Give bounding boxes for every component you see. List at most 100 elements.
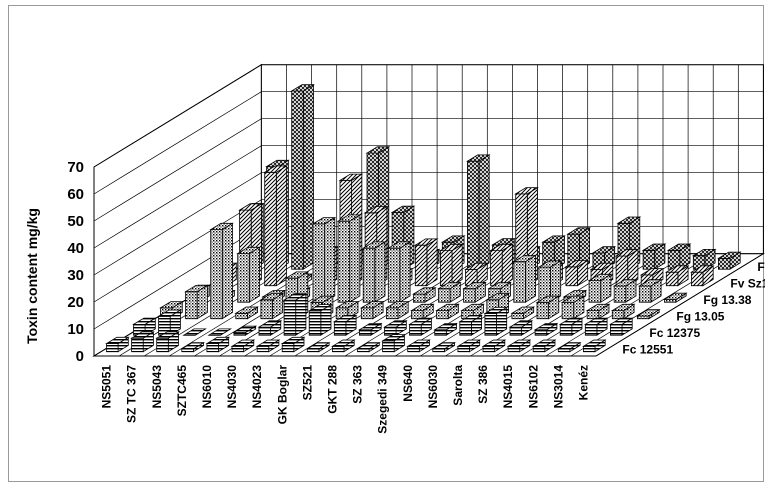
bar-fc-12551-2 [155, 331, 180, 353]
bar-fv-sz1-1--19 [689, 265, 715, 287]
bar-fg-13-38-16 [587, 273, 613, 303]
bar-fg-13-38-6 [336, 214, 362, 303]
bar-fc-12551-17 [531, 339, 557, 353]
bar-fc-12551-12 [406, 339, 431, 353]
bar-fv-18te-9 [465, 154, 491, 270]
category-label: NS4030 [225, 365, 239, 409]
category-label: NS3014 [551, 365, 565, 409]
bar-fg-13-38-9 [411, 287, 437, 303]
y-tick-label: 20 [67, 294, 84, 311]
bar-fg-13-05-4 [259, 292, 285, 320]
bar-fg-13-05-11 [435, 303, 460, 320]
bar-fc-12551-3 [180, 341, 206, 353]
bar-fv-sz1-1--14 [564, 259, 590, 287]
series-label: Fv Sz1.1. [730, 276, 765, 290]
bar-fg-13-38-7 [361, 241, 387, 303]
bar-fv-18te-2 [290, 83, 315, 270]
category-label: Sarolta [451, 365, 465, 406]
y-tick-label: 60 [67, 186, 84, 203]
bar-fc-12551-18 [556, 341, 582, 353]
category-label: Kenéz [577, 365, 591, 400]
bar-fc-12375-3 [207, 328, 233, 336]
category-label: SZ 386 [476, 365, 490, 404]
bar-chart-3d: 0 10 20 30 40 50 60 70 Toxin content mg/kg NS5051… [24, 63, 765, 434]
bar-fg-13-05-3 [234, 306, 260, 320]
y-axis-label: Toxin content mg/kg [24, 208, 40, 344]
series-label: Fg 13.38 [703, 293, 751, 307]
bar-fg-13-05-18 [610, 303, 636, 320]
category-label: GKT 288 [326, 365, 340, 414]
y-tick-label: 0 [76, 348, 84, 365]
bar-fc-12551-19 [581, 339, 607, 353]
bar-fv-sz1-1--11 [489, 243, 514, 287]
bar-fc-12375-17 [558, 317, 584, 336]
bar-fc-12551-5 [230, 339, 256, 353]
bar-fg-13-38-18 [637, 278, 663, 303]
category-label: Szegedi 349 [376, 365, 390, 434]
category-label: SZ TC 367 [125, 365, 139, 423]
bar-fg-13-38-17 [612, 278, 638, 303]
bar-fc-12551-1 [130, 331, 155, 353]
bar-fc-12375-13 [458, 314, 484, 336]
bar-fg-13-05-2 [209, 222, 234, 320]
chart-bars [105, 83, 742, 353]
series-label: Fc 12375 [649, 326, 700, 340]
bar-fc-12375-7 [307, 303, 333, 336]
bar-fc-12551-9 [330, 339, 356, 353]
category-label: NS5051 [100, 365, 114, 409]
bar-fv-sz1-1--8 [413, 238, 439, 287]
bar-fv-18te-16 [641, 243, 667, 270]
series-label: Fv 18TE [757, 260, 765, 274]
bar-fc-12375-2 [182, 328, 207, 336]
bar-fc-12375-16 [533, 322, 559, 336]
bar-fc-12551-13 [431, 341, 457, 353]
bar-fc-12551-8 [305, 341, 331, 353]
bar-fc-12375-14 [483, 306, 509, 336]
category-label: NS4023 [250, 365, 264, 409]
bar-fv-sz1-1--18 [664, 265, 690, 287]
bar-fc-12551-0 [105, 336, 130, 353]
category-label: NS6030 [426, 365, 440, 409]
bar-fc-12375-1 [157, 309, 182, 336]
category-label: NS5043 [150, 365, 164, 409]
y-tick-label: 70 [67, 159, 84, 176]
bar-fv-sz1-1--9 [438, 243, 464, 287]
bar-fg-13-05-19 [635, 308, 661, 320]
bar-fc-12551-4 [205, 336, 231, 353]
bar-fc-12375-8 [332, 314, 358, 336]
bar-fg-13-38-19 [662, 292, 688, 303]
chart-frame: 0 10 20 30 40 50 60 70 Toxin content mg/kg NS5051… [8, 5, 765, 482]
bar-fc-12551-14 [456, 339, 482, 353]
series-label: Fc 12551 [622, 342, 673, 356]
bar-fg-13-38-10 [437, 281, 462, 303]
chart-labels: 0 10 20 30 40 50 60 70 Toxin content mg/kg NS5051… [24, 159, 765, 434]
category-label: NS6102 [526, 365, 540, 409]
bar-fg-13-38-13 [512, 254, 538, 303]
category-label: GK Boglar [275, 365, 289, 425]
bar-fg-13-05-15 [535, 295, 561, 320]
bar-fg-13-05-1 [184, 284, 209, 320]
category-label: NS6010 [200, 365, 214, 409]
bar-fc-12551-10 [356, 341, 381, 353]
bar-fc-12375-4 [232, 325, 258, 336]
bar-fc-12375-19 [608, 317, 634, 336]
bar-fc-12375-11 [408, 317, 433, 336]
bar-fc-12375-15 [508, 320, 534, 336]
bar-fc-12375-18 [583, 317, 609, 336]
bar-fv-sz1-1--2 [263, 165, 288, 287]
bar-fg-13-05-9 [384, 300, 410, 320]
category-label: SZ 363 [351, 365, 365, 404]
bar-fc-12551-11 [381, 333, 406, 353]
bar-fc-12551-16 [506, 339, 532, 353]
bar-fg-13-05-10 [410, 303, 435, 320]
bar-fc-12375-9 [357, 322, 383, 336]
bar-fc-12375-12 [433, 322, 458, 336]
bar-fc-12551-6 [255, 339, 281, 353]
y-tick-label: 50 [67, 213, 84, 230]
bar-fv-18te-17 [666, 243, 692, 270]
bar-fc-12551-15 [481, 339, 507, 353]
bar-fc-12375-10 [383, 320, 408, 336]
bar-fg-13-38-14 [537, 260, 563, 303]
bar-fg-13-05-16 [560, 295, 586, 320]
bar-fc-12375-6 [282, 293, 308, 336]
